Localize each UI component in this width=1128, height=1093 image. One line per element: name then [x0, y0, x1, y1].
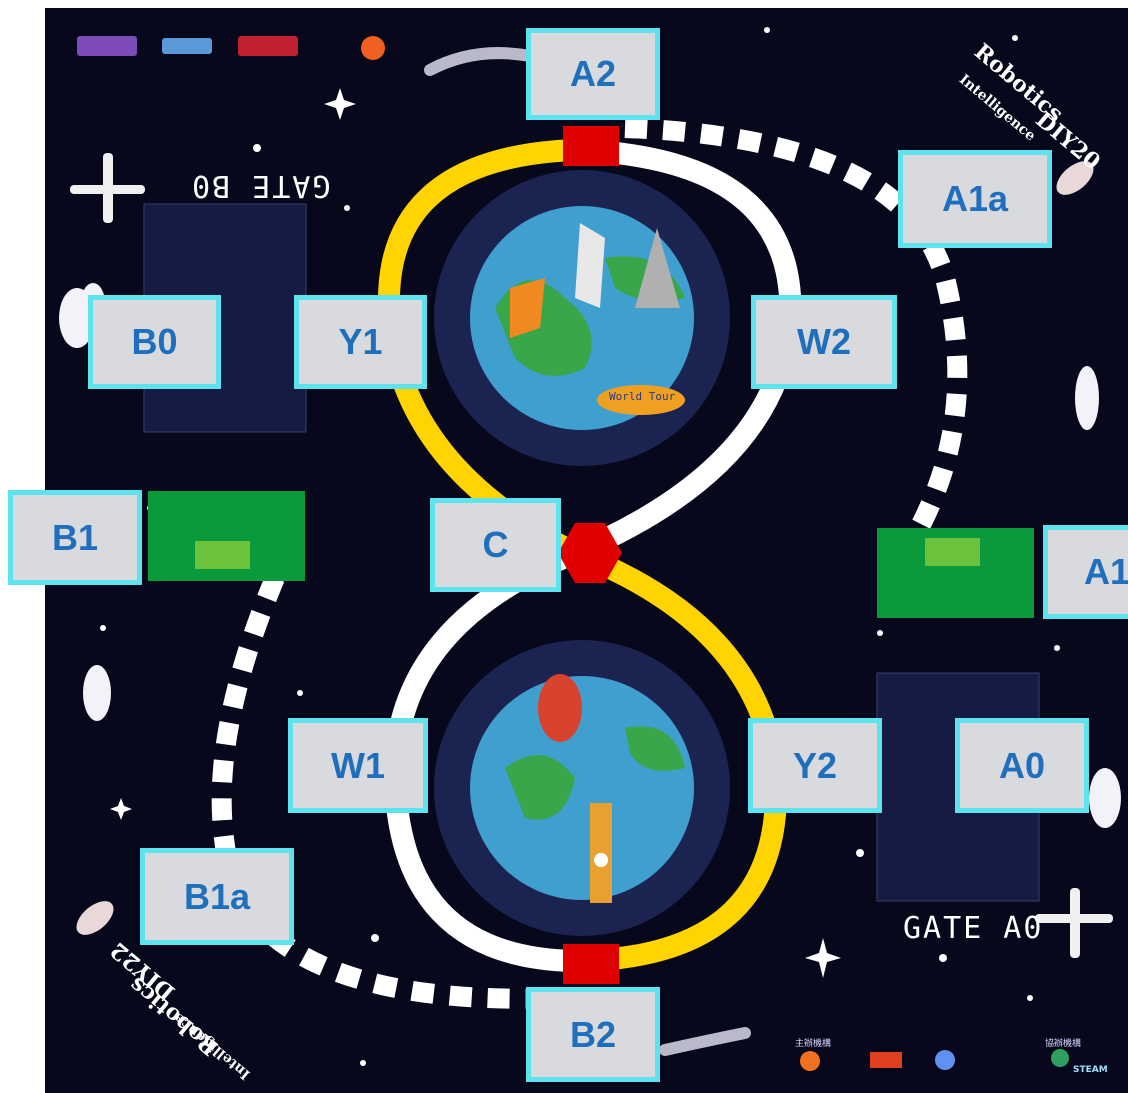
logo-icon	[162, 38, 212, 54]
tower-icon	[575, 223, 605, 308]
marker-b1a[interactable]: B1a	[140, 848, 294, 945]
stop-bottom	[563, 944, 619, 984]
airplane-icon	[70, 153, 145, 223]
marker-w1[interactable]: W1	[288, 718, 428, 813]
opera-house-icon	[510, 278, 545, 338]
marker-a1a[interactable]: A1a	[898, 150, 1052, 248]
logo-icon	[800, 1051, 820, 1071]
logo-icon	[77, 36, 137, 56]
organizer-label: 主辦機構	[795, 1039, 832, 1049]
airplane-icon	[1035, 888, 1113, 958]
sparkle-icon	[805, 938, 841, 978]
logo-icon	[935, 1050, 955, 1070]
logo-icon	[1051, 1049, 1069, 1067]
gate-b0-label: GATE B0	[190, 168, 331, 203]
world-tour-text: World Tour	[609, 390, 676, 403]
marker-w2[interactable]: W2	[751, 295, 897, 389]
logo-icon	[870, 1052, 902, 1068]
airplane-icon	[1056, 161, 1094, 195]
logo-icon	[361, 36, 385, 60]
hot-air-balloon-icon	[538, 674, 582, 742]
airship-icon	[597, 385, 685, 415]
marker-a2[interactable]: A2	[526, 28, 660, 120]
marker-c[interactable]: C	[430, 498, 561, 592]
stop-center	[558, 523, 622, 583]
marker-b2[interactable]: B2	[526, 987, 660, 1082]
marker-y2[interactable]: Y2	[748, 718, 882, 813]
steam-logo-text: STEAM	[1073, 1065, 1108, 1075]
gate-a0-label: GATE A0	[903, 911, 1044, 946]
marker-a0[interactable]: A0	[955, 718, 1089, 813]
marker-y1[interactable]: Y1	[294, 295, 427, 389]
stop-top	[563, 126, 619, 166]
sparkle-icon	[324, 88, 356, 120]
clouds	[59, 283, 1121, 828]
board-art: World Tour	[59, 27, 1121, 1071]
logo-icon	[238, 36, 298, 56]
marker-b1[interactable]: B1	[8, 490, 142, 585]
marker-b0[interactable]: B0	[88, 295, 221, 389]
sparkle-icon	[110, 798, 132, 820]
co-organizer-label: 協辦機構	[1045, 1039, 1082, 1049]
eiffel-tower-icon	[635, 228, 680, 308]
marker-a1[interactable]: A1	[1043, 525, 1128, 619]
airplane-icon	[76, 901, 114, 935]
